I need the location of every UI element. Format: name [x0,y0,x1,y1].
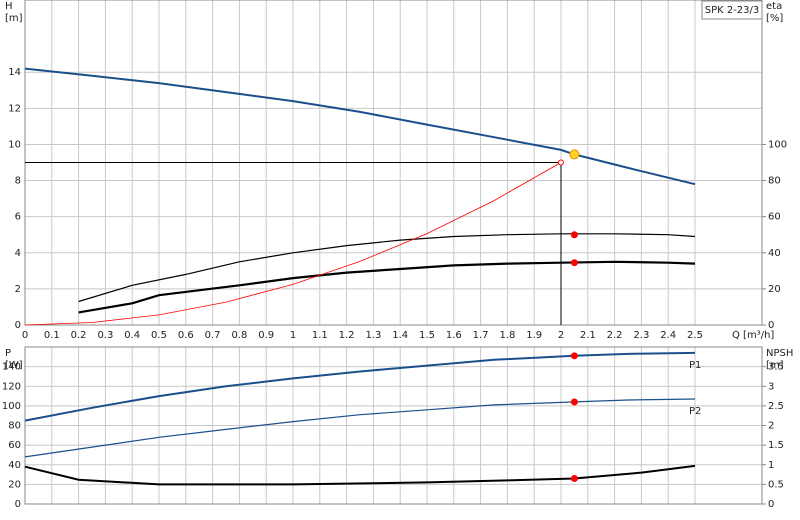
y-tick-label: 120 [2,381,21,392]
y-tick-label: 8 [15,176,21,187]
point [570,231,578,239]
y-tick-label: 2 [15,284,21,295]
y2-axis-unit: [m] [766,360,784,371]
y-tick-label: 10 [8,139,21,150]
x-tick-label: 1.4 [392,330,408,341]
y2-axis-label: NPSH [766,348,793,359]
y2-axis-label: eta [766,1,782,12]
y-tick-label: 60 [8,440,21,451]
y-tick-label: 12 [8,103,21,114]
y-axis-label: P [5,348,11,359]
curve [78,233,696,303]
y-tick-label: 4 [15,248,21,259]
y-tick-label: 0 [15,499,21,510]
curve [24,398,696,458]
y2-tick-label: 60 [768,212,781,223]
plot-frame [24,346,763,505]
x-tick-label: 0.4 [124,330,140,341]
y-tick-label: 14 [8,67,21,78]
duty-point [569,149,580,160]
y2-tick-label: 2 [768,421,774,432]
x-tick-label: 0.7 [205,330,221,341]
y2-tick-label: 0.5 [768,479,784,490]
y2-tick-label: 20 [768,284,781,295]
curve [24,67,696,186]
x-tick-label: 2.5 [687,330,703,341]
x-tick-label: 2.2 [607,330,623,341]
curve [78,260,696,314]
y2-tick-label: 2.5 [768,401,784,412]
x-tick-label: 0.2 [71,330,87,341]
x-tick-label: 1.5 [419,330,435,341]
y-tick-label: 40 [8,460,21,471]
y2-tick-label: 1.5 [768,440,784,451]
y2-tick-label: 1 [768,460,774,471]
x-tick-label: 0.8 [231,330,247,341]
y-tick-label: 100 [2,401,21,412]
x-tick-label: 1 [290,330,296,341]
duty-marker [558,159,564,166]
curve [24,351,696,422]
x-tick-label: 2.3 [633,330,649,341]
x-tick-label: 1.1 [312,330,328,341]
x-tick-label: 0.1 [44,330,60,341]
y2-tick-label: 100 [768,139,787,150]
y-tick-label: 140 [2,362,21,373]
x-tick-label: 1.7 [473,330,489,341]
chart-title: SPK 2-23/3 [705,5,760,16]
x-tick-label: 2.4 [660,330,676,341]
y-tick-label: 80 [8,421,21,432]
series-label: P1 [689,360,701,371]
x-tick-label: 1.9 [526,330,542,341]
x-tick-label: 0.5 [151,330,167,341]
y2-tick-label: 3.5 [768,362,784,373]
title-box [701,0,763,20]
y2-tick-label: 0 [768,499,774,510]
y2-axis-unit: [%] [766,13,783,24]
y-axis-unit: [m] [5,13,23,24]
x-tick-label: 0 [22,330,28,341]
y-axis-label: H [5,1,13,12]
x-tick-label: 0.3 [97,330,113,341]
y-tick-label: 0 [15,320,21,331]
x-tick-label: 0.9 [258,330,274,341]
y-tick-label: 6 [15,212,21,223]
point [570,474,578,482]
series-label: P2 [689,406,701,417]
y-tick-label: 20 [8,479,21,490]
x-tick-label: 1.2 [339,330,355,341]
y2-tick-label: 40 [768,248,781,259]
x-tick-label: 1.6 [446,330,462,341]
x-axis-label: Q [m³/h] [732,330,774,341]
x-tick-label: 2 [558,330,564,341]
x-tick-label: 1.8 [499,330,515,341]
x-tick-label: 0.6 [178,330,194,341]
point [570,352,578,360]
y2-tick-label: 80 [768,176,781,187]
y2-tick-label: 0 [768,320,774,331]
curve [24,464,696,486]
point [570,398,578,406]
x-tick-label: 2.1 [580,330,596,341]
x-tick-label: 1.3 [365,330,381,341]
curve [24,162,562,326]
y-axis-unit: [W] [5,360,23,371]
y2-tick-label: 3 [768,381,774,392]
point [570,259,578,267]
